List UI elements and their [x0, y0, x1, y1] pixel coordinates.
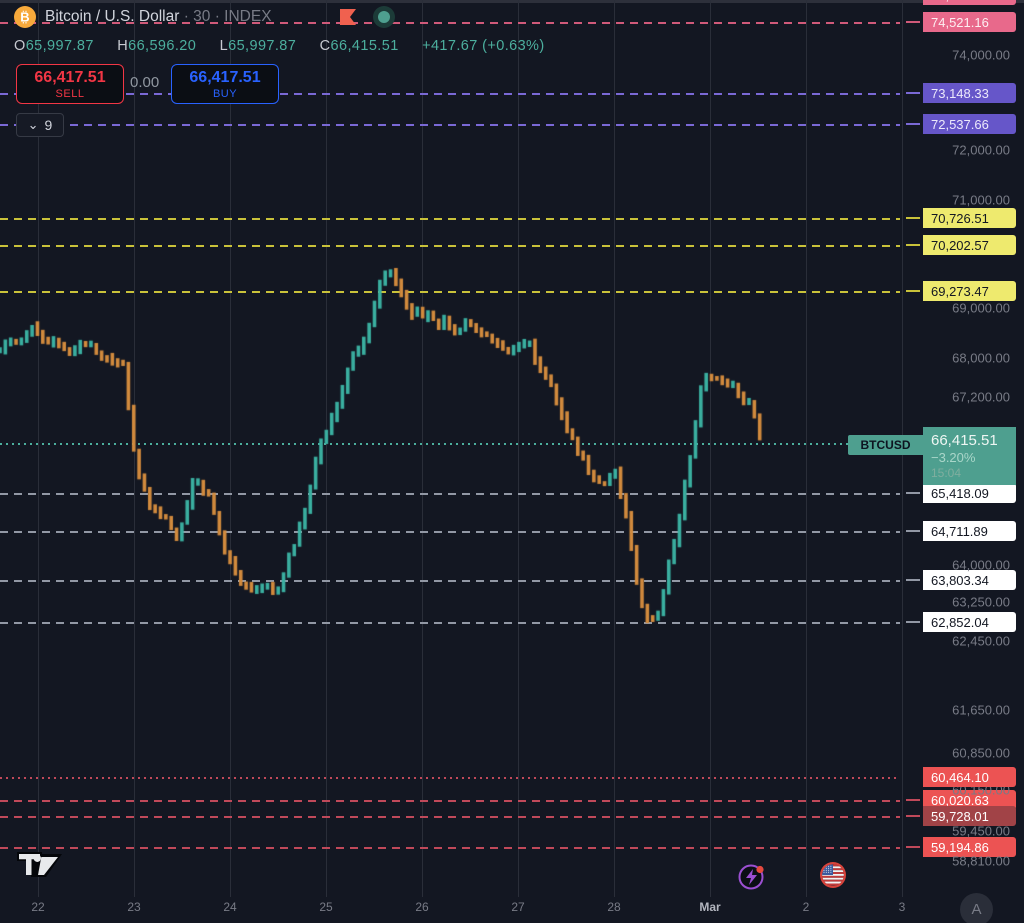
svg-text:B: B [20, 10, 29, 25]
